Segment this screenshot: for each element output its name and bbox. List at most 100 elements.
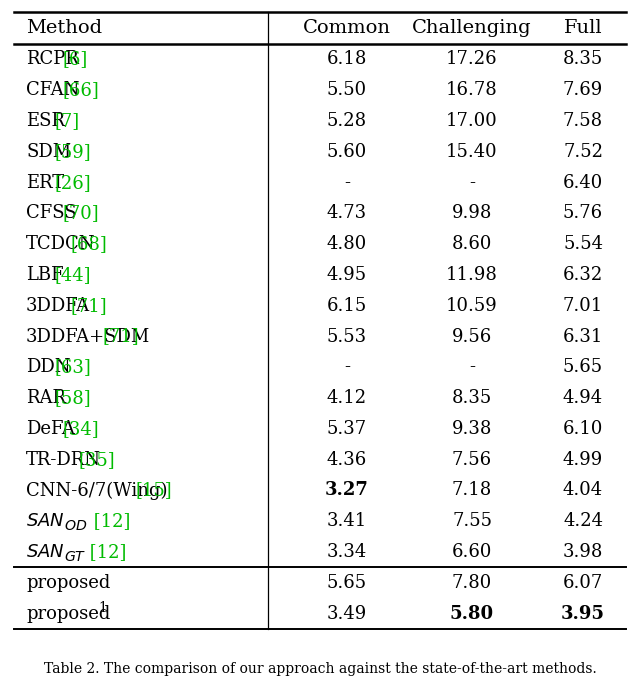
Text: [44]: [44] xyxy=(54,266,91,284)
Text: [12]: [12] xyxy=(88,512,131,530)
Text: 8.35: 8.35 xyxy=(452,389,492,407)
Text: DeFA: DeFA xyxy=(26,420,75,438)
Text: RAR: RAR xyxy=(26,389,66,407)
Text: CFSS: CFSS xyxy=(26,205,77,223)
Text: 6.18: 6.18 xyxy=(326,50,367,68)
Text: 7.52: 7.52 xyxy=(563,143,603,161)
Text: 9.56: 9.56 xyxy=(452,328,492,346)
Text: 1: 1 xyxy=(98,600,107,614)
Text: 5.80: 5.80 xyxy=(450,605,494,623)
Text: 7.56: 7.56 xyxy=(452,451,492,468)
Text: Challenging: Challenging xyxy=(412,19,532,37)
Text: [6]: [6] xyxy=(63,50,88,68)
Text: 5.54: 5.54 xyxy=(563,235,603,253)
Text: Common: Common xyxy=(303,19,391,37)
Text: 5.65: 5.65 xyxy=(563,359,603,377)
Text: $\mathit{OD}$: $\mathit{OD}$ xyxy=(64,519,87,533)
Text: 5.53: 5.53 xyxy=(326,328,367,346)
Text: 17.26: 17.26 xyxy=(446,50,498,68)
Text: CNN-6/7(Wing): CNN-6/7(Wing) xyxy=(26,482,168,500)
Text: RCPR: RCPR xyxy=(26,50,79,68)
Text: 4.94: 4.94 xyxy=(563,389,603,407)
Text: 4.24: 4.24 xyxy=(563,512,603,530)
Text: 11.98: 11.98 xyxy=(446,266,498,284)
Text: TCDCN: TCDCN xyxy=(26,235,95,253)
Text: $\mathit{SAN}$: $\mathit{SAN}$ xyxy=(26,543,65,561)
Text: [68]: [68] xyxy=(70,235,108,253)
Text: 7.01: 7.01 xyxy=(563,296,603,314)
Text: DDN: DDN xyxy=(26,359,70,377)
Text: 4.80: 4.80 xyxy=(326,235,367,253)
Text: [71]: [71] xyxy=(103,328,140,346)
Text: 17.00: 17.00 xyxy=(446,112,498,130)
Text: -: - xyxy=(469,173,475,191)
Text: [15]: [15] xyxy=(135,482,172,500)
Text: 7.69: 7.69 xyxy=(563,81,603,100)
Text: [59]: [59] xyxy=(54,143,91,161)
Text: -: - xyxy=(344,173,349,191)
Text: 9.98: 9.98 xyxy=(452,205,492,223)
Text: 6.60: 6.60 xyxy=(452,543,492,561)
Text: 16.78: 16.78 xyxy=(446,81,498,100)
Text: TR-DRN: TR-DRN xyxy=(26,451,101,468)
Text: 6.07: 6.07 xyxy=(563,574,603,591)
Text: 3DDFA: 3DDFA xyxy=(26,296,90,314)
Text: 4.95: 4.95 xyxy=(326,266,367,284)
Text: 15.40: 15.40 xyxy=(446,143,498,161)
Text: 7.18: 7.18 xyxy=(452,482,492,500)
Text: 8.35: 8.35 xyxy=(563,50,603,68)
Text: [66]: [66] xyxy=(63,81,99,100)
Text: 5.28: 5.28 xyxy=(326,112,367,130)
Text: 5.50: 5.50 xyxy=(326,81,367,100)
Text: LBF: LBF xyxy=(26,266,63,284)
Text: 6.15: 6.15 xyxy=(326,296,367,314)
Text: proposed: proposed xyxy=(26,605,110,623)
Text: $\mathit{SAN}$: $\mathit{SAN}$ xyxy=(26,512,65,530)
Text: 7.58: 7.58 xyxy=(563,112,603,130)
Text: Method: Method xyxy=(26,19,102,37)
Text: 4.36: 4.36 xyxy=(326,451,367,468)
Text: 3.41: 3.41 xyxy=(326,512,367,530)
Text: [7]: [7] xyxy=(54,112,79,130)
Text: proposed: proposed xyxy=(26,574,110,591)
Text: [12]: [12] xyxy=(84,543,126,561)
Text: 3.95: 3.95 xyxy=(561,605,605,623)
Text: [35]: [35] xyxy=(79,451,115,468)
Text: 3.98: 3.98 xyxy=(563,543,604,561)
Text: [26]: [26] xyxy=(54,173,91,191)
Text: 7.80: 7.80 xyxy=(452,574,492,591)
Text: ESR: ESR xyxy=(26,112,65,130)
Text: 4.73: 4.73 xyxy=(326,205,367,223)
Text: Full: Full xyxy=(564,19,602,37)
Text: 9.38: 9.38 xyxy=(452,420,492,438)
Text: 3.49: 3.49 xyxy=(326,605,367,623)
Text: 6.40: 6.40 xyxy=(563,173,603,191)
Text: Table 2. The comparison of our approach against the state-of-the-art methods.: Table 2. The comparison of our approach … xyxy=(44,662,596,676)
Text: 6.31: 6.31 xyxy=(563,328,604,346)
Text: 10.59: 10.59 xyxy=(446,296,498,314)
Text: 6.10: 6.10 xyxy=(563,420,604,438)
Text: -: - xyxy=(469,359,475,377)
Text: $\mathit{GT}$: $\mathit{GT}$ xyxy=(64,550,86,564)
Text: 4.12: 4.12 xyxy=(326,389,367,407)
Text: [58]: [58] xyxy=(54,389,91,407)
Text: 5.76: 5.76 xyxy=(563,205,603,223)
Text: 5.37: 5.37 xyxy=(326,420,367,438)
Text: 3.34: 3.34 xyxy=(326,543,367,561)
Text: 5.65: 5.65 xyxy=(326,574,367,591)
Text: [63]: [63] xyxy=(54,359,91,377)
Text: 7.55: 7.55 xyxy=(452,512,492,530)
Text: [71]: [71] xyxy=(70,296,107,314)
Text: 4.99: 4.99 xyxy=(563,451,603,468)
Text: 3DDFA+SDM: 3DDFA+SDM xyxy=(26,328,150,346)
Text: [34]: [34] xyxy=(63,420,99,438)
Text: [70]: [70] xyxy=(63,205,99,223)
Text: 5.60: 5.60 xyxy=(326,143,367,161)
Text: CFAN: CFAN xyxy=(26,81,79,100)
Text: 4.04: 4.04 xyxy=(563,482,603,500)
Text: -: - xyxy=(344,359,349,377)
Text: 6.32: 6.32 xyxy=(563,266,603,284)
Text: SDM: SDM xyxy=(26,143,71,161)
Text: 8.60: 8.60 xyxy=(452,235,492,253)
Text: 3.27: 3.27 xyxy=(325,482,369,500)
